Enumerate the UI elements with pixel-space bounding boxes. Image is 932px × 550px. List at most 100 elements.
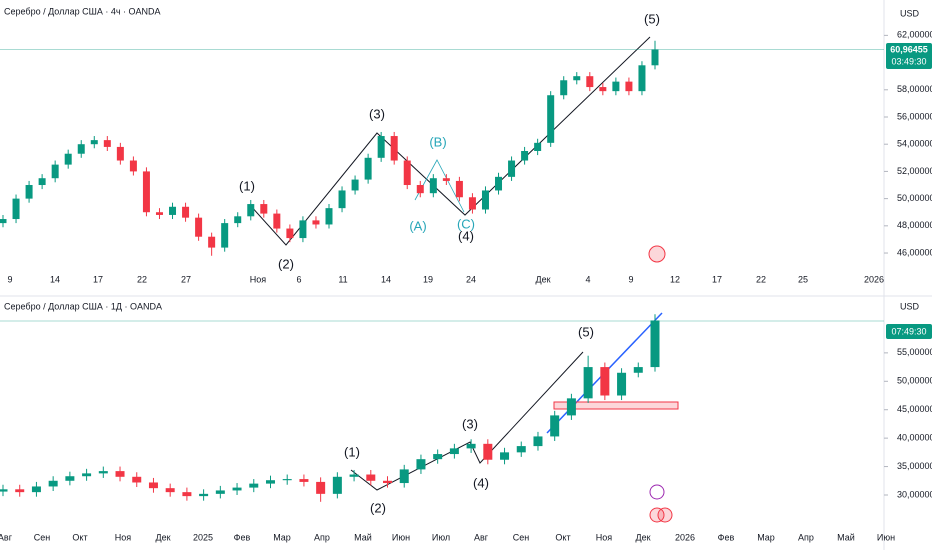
candle-body	[481, 190, 489, 210]
chart-title: Серебро / Доллар США · 1Д · OANDA	[4, 301, 162, 311]
candle-body	[534, 142, 542, 152]
x-tick-label: Июн	[392, 532, 410, 542]
candle-body	[349, 474, 359, 477]
x-tick-label: 19	[423, 274, 433, 284]
candle-body	[247, 204, 255, 217]
candle-body	[199, 493, 209, 497]
countdown: 07:49:30	[891, 326, 926, 336]
candle-body	[500, 452, 510, 460]
x-tick-label: 17	[712, 274, 722, 284]
x-tick-label: 14	[50, 274, 60, 284]
x-tick-label: Дек	[535, 274, 550, 284]
candle-body	[651, 49, 659, 66]
candle-body	[265, 480, 275, 484]
candle-body	[103, 140, 111, 147]
candle-body	[377, 136, 385, 158]
candle-body	[599, 87, 607, 92]
x-tick-label: 6	[296, 274, 301, 284]
candle-body	[234, 216, 242, 224]
candle-body	[468, 197, 476, 210]
candle-body	[273, 213, 281, 229]
wave-label: (5)	[578, 324, 594, 339]
x-tick-label: Фев	[718, 532, 735, 542]
event-icon[interactable]	[649, 507, 665, 523]
candle-body	[0, 219, 7, 224]
candle-body	[633, 367, 643, 373]
candle-body	[547, 95, 555, 143]
candle-body	[638, 65, 646, 92]
countdown: 03:49:30	[891, 56, 926, 66]
y-tick-label: 30,00000	[897, 489, 932, 499]
candle-body	[249, 483, 259, 488]
candle-body	[115, 471, 125, 477]
candle-body	[521, 151, 529, 161]
currency: USD	[900, 301, 920, 311]
price-box	[886, 43, 932, 69]
y-tick-label: 54,00000	[897, 139, 932, 149]
candle-body	[399, 469, 409, 484]
candle-body	[182, 206, 190, 218]
wave-label: (C)	[457, 216, 475, 231]
last-price-label: 60,96455	[890, 44, 928, 54]
candle-body	[351, 179, 359, 191]
candle-body	[416, 459, 426, 470]
x-tick-label: Авг	[474, 532, 489, 542]
x-tick-label: 14	[381, 274, 391, 284]
y-tick-label: 40,00000	[897, 433, 932, 443]
candle-body	[390, 136, 398, 161]
candle-body	[508, 160, 516, 177]
x-tick-label: 24	[466, 274, 476, 284]
candle-body	[148, 482, 158, 489]
candles	[0, 314, 660, 502]
wave-label: (3)	[462, 416, 478, 431]
chart-title: Серебро / Доллар США · 4ч · OANDA	[4, 6, 161, 16]
x-tick-label: 22	[137, 274, 147, 284]
candle-body	[64, 153, 72, 165]
candle-body	[560, 80, 568, 96]
y-tick-label: 50,00000	[897, 376, 932, 386]
candle-body	[516, 446, 526, 453]
candle-body	[650, 320, 660, 368]
event-icon[interactable]	[657, 507, 673, 523]
x-tick-label: Фев	[234, 532, 251, 542]
candle-body	[364, 157, 372, 180]
candle-body	[325, 208, 333, 225]
x-tick-label: Мар	[757, 532, 775, 542]
x-tick-label: Дек	[155, 532, 170, 542]
event-icon[interactable]	[649, 484, 665, 500]
candle-body	[566, 398, 576, 416]
candle-body	[600, 367, 610, 396]
y-tick-label: 48,00000	[897, 220, 932, 230]
candle-body	[31, 486, 41, 493]
candle-body	[48, 480, 58, 487]
x-tick-label: Сен	[34, 532, 51, 542]
price-box	[886, 324, 932, 339]
x-tick-label: Ноя	[250, 274, 267, 284]
wave-lines	[249, 36, 651, 246]
x-tick-label: Ноя	[115, 532, 132, 542]
wave-label: (3)	[369, 106, 385, 121]
wave-label: (B)	[429, 134, 446, 149]
currency: USD	[900, 8, 920, 18]
candles	[0, 40, 659, 256]
candle-body	[221, 223, 229, 248]
x-tick-label: 12	[670, 274, 680, 284]
candle-body	[403, 160, 411, 186]
candle-body	[116, 146, 124, 161]
candle-body	[483, 443, 493, 460]
candle-body	[573, 76, 581, 81]
candle-body	[260, 204, 268, 214]
x-tick-label: Июн	[877, 532, 895, 542]
y-tick-label: 56,00000	[897, 111, 932, 121]
candle-body	[0, 489, 8, 492]
candle-body	[442, 178, 450, 181]
candle-body	[155, 212, 163, 215]
candle-body	[338, 190, 346, 209]
candle-body	[77, 144, 85, 154]
candle-body	[282, 479, 292, 481]
candle-body	[132, 476, 142, 483]
x-tick-label: Окт	[72, 532, 87, 542]
event-icon[interactable]	[648, 245, 666, 263]
y-tick-label: 45,00000	[897, 404, 932, 414]
